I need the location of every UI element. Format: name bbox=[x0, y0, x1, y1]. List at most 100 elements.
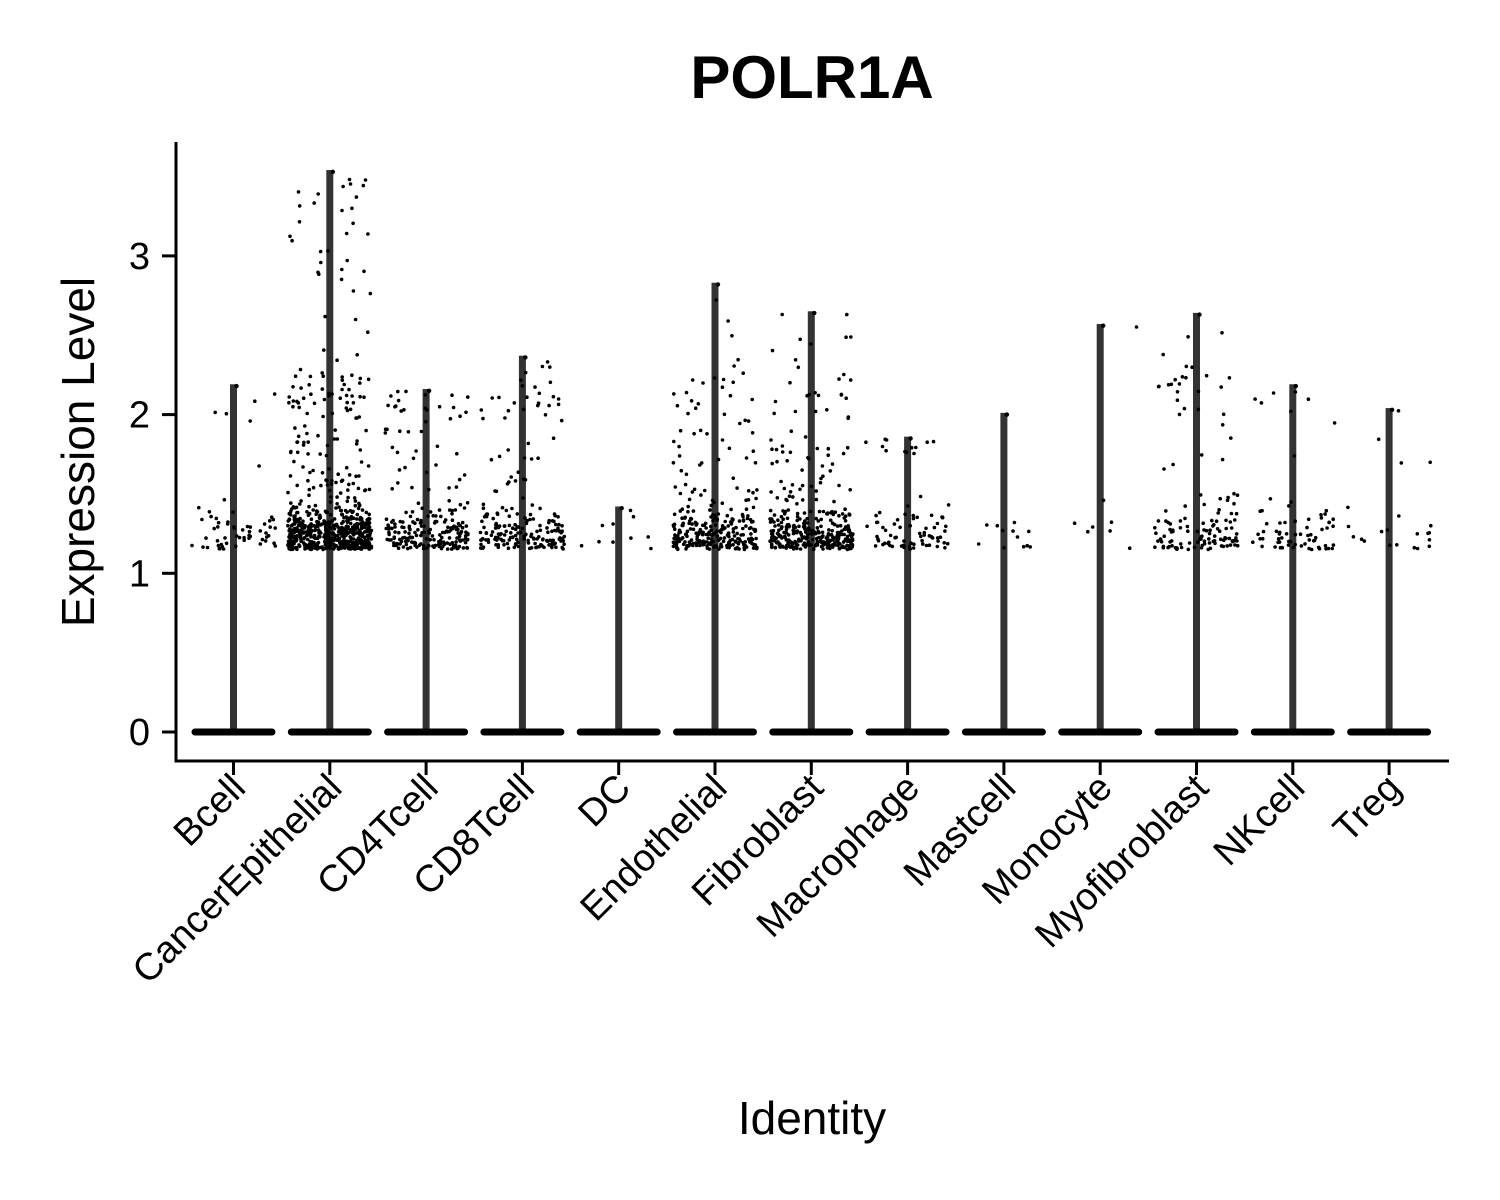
data-point bbox=[384, 526, 389, 531]
data-point bbox=[321, 414, 325, 419]
data-point bbox=[1213, 541, 1217, 546]
data-point bbox=[1221, 544, 1226, 549]
data-point bbox=[317, 534, 321, 538]
data-point bbox=[814, 489, 818, 493]
data-point bbox=[932, 525, 937, 530]
data-point bbox=[506, 408, 511, 413]
data-point bbox=[709, 537, 713, 541]
data-point bbox=[1000, 528, 1005, 533]
data-point bbox=[448, 416, 453, 421]
data-point bbox=[843, 538, 847, 543]
data-point bbox=[914, 445, 918, 450]
data-point bbox=[875, 534, 879, 539]
data-point bbox=[445, 541, 450, 545]
data-point bbox=[522, 477, 526, 482]
data-point bbox=[1154, 531, 1158, 535]
data-point bbox=[847, 513, 852, 517]
data-point bbox=[216, 520, 221, 525]
data-point bbox=[895, 518, 900, 522]
data-point bbox=[795, 518, 799, 523]
data-point bbox=[416, 528, 420, 532]
data-point bbox=[911, 546, 916, 550]
data-point bbox=[456, 546, 460, 550]
data-point bbox=[704, 526, 708, 530]
data-point bbox=[944, 524, 948, 529]
data-point bbox=[775, 496, 780, 500]
data-point bbox=[779, 479, 783, 484]
data-point bbox=[346, 531, 351, 535]
data-point bbox=[355, 512, 360, 517]
data-point bbox=[1260, 544, 1264, 549]
data-point bbox=[1224, 526, 1228, 531]
data-point bbox=[805, 532, 810, 536]
data-point bbox=[693, 406, 698, 411]
data-point bbox=[729, 522, 734, 526]
data-point bbox=[303, 544, 307, 549]
data-point bbox=[215, 539, 220, 543]
data-point bbox=[1219, 385, 1223, 389]
data-point bbox=[902, 545, 906, 550]
data-point bbox=[790, 483, 795, 487]
data-point bbox=[295, 440, 299, 445]
data-point bbox=[545, 360, 550, 364]
data-point bbox=[288, 512, 293, 517]
data-point bbox=[793, 525, 798, 530]
data-point bbox=[1196, 407, 1201, 412]
data-point bbox=[864, 440, 868, 445]
data-point bbox=[1323, 512, 1327, 516]
data-point bbox=[344, 406, 349, 410]
data-point bbox=[414, 449, 418, 453]
data-point bbox=[1283, 520, 1287, 525]
violin-body bbox=[904, 436, 912, 734]
data-point bbox=[1228, 543, 1233, 547]
data-point bbox=[784, 525, 789, 529]
data-point bbox=[1218, 496, 1222, 501]
data-point bbox=[299, 539, 303, 543]
data-point bbox=[705, 432, 709, 436]
data-point bbox=[821, 540, 826, 544]
data-point bbox=[579, 543, 584, 548]
data-point bbox=[264, 535, 269, 539]
data-point bbox=[535, 529, 539, 534]
data-point bbox=[224, 411, 229, 416]
violin-body bbox=[711, 282, 719, 734]
data-point bbox=[302, 536, 307, 540]
data-point bbox=[842, 532, 846, 537]
data-point bbox=[717, 547, 721, 551]
data-point bbox=[846, 416, 850, 421]
data-point bbox=[288, 531, 293, 535]
data-point bbox=[391, 518, 396, 523]
data-point bbox=[817, 535, 821, 540]
data-point bbox=[735, 486, 739, 490]
data-point bbox=[513, 533, 518, 538]
data-point bbox=[780, 450, 785, 454]
data-point bbox=[437, 544, 441, 548]
data-point bbox=[787, 494, 792, 499]
data-point bbox=[787, 524, 791, 528]
data-point bbox=[324, 478, 328, 482]
data-point bbox=[323, 314, 327, 319]
data-point bbox=[454, 540, 458, 544]
data-point bbox=[301, 396, 306, 401]
data-point bbox=[351, 221, 355, 226]
data-point bbox=[791, 531, 796, 536]
data-point bbox=[1207, 531, 1212, 536]
data-point bbox=[297, 405, 302, 410]
data-point bbox=[832, 522, 837, 527]
data-point bbox=[880, 444, 885, 449]
data-point bbox=[367, 487, 372, 492]
data-point bbox=[924, 543, 929, 548]
data-point bbox=[311, 545, 316, 549]
data-point bbox=[293, 517, 298, 521]
data-point bbox=[936, 539, 940, 543]
data-point bbox=[1175, 390, 1180, 394]
data-point bbox=[547, 518, 551, 523]
data-point bbox=[1217, 529, 1222, 533]
data-point bbox=[298, 367, 303, 372]
data-point bbox=[732, 364, 736, 368]
data-point bbox=[906, 504, 910, 508]
data-point bbox=[407, 525, 412, 530]
data-point bbox=[597, 539, 601, 544]
data-point bbox=[289, 547, 293, 552]
